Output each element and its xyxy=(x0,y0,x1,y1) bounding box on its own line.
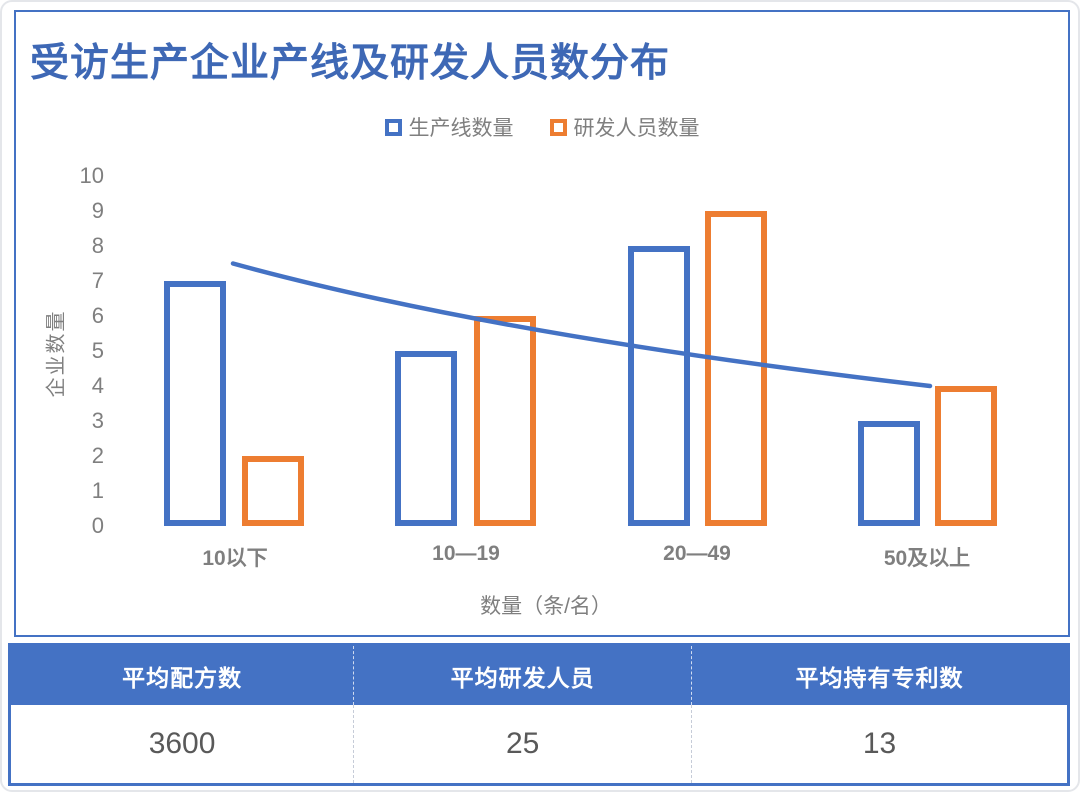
x-tick-label: 20—49 xyxy=(663,542,731,565)
y-tick-label: 0 xyxy=(91,513,104,538)
summary-table: 平均配方数 平均研发人员 平均持有专利数 3600 25 13 xyxy=(8,643,1070,786)
bar-rd-staff-50及以上 xyxy=(935,386,997,526)
legend-swatch-rd-staff-icon xyxy=(549,118,567,136)
x-tick-label: 50及以上 xyxy=(883,547,971,570)
y-tick-label: 7 xyxy=(91,268,104,293)
header-cell-avg-rd-staff: 平均研发人员 xyxy=(353,646,693,705)
legend-item-production-lines: 生产线数量 xyxy=(384,112,514,142)
plot-area: 企业数量 0 1 2 3 4 5 6 7 8 9 10 10以下 10—19 20—49 50及以上 数量… xyxy=(16,12,1068,635)
summary-table-value-row: 3600 25 13 xyxy=(11,705,1067,783)
value-cell-avg-patents: 13 xyxy=(862,727,897,760)
bar-production-lines-10—19 xyxy=(395,351,457,526)
x-tick-label: 10—19 xyxy=(432,542,500,565)
summary-table-header-row: 平均配方数 平均研发人员 平均持有专利数 xyxy=(11,646,1067,705)
legend-item-rd-staff: 研发人员数量 xyxy=(549,112,700,142)
header-cell-avg-formulas: 平均配方数 xyxy=(122,664,243,691)
legend: 生产线数量 研发人员数量 xyxy=(16,112,1068,142)
bar-rd-staff-10以下 xyxy=(242,456,304,526)
header-cell-avg-patents: 平均持有专利数 xyxy=(795,664,964,691)
value-cell-avg-formulas: 3600 xyxy=(148,727,216,760)
x-tick-label: 10以下 xyxy=(202,547,268,570)
y-tick-label: 9 xyxy=(91,198,104,223)
legend-label-production-lines: 生产线数量 xyxy=(408,117,514,140)
y-tick-label: 3 xyxy=(91,408,104,433)
y-tick-label: 1 xyxy=(91,478,104,503)
y-tick-label: 2 xyxy=(91,443,104,468)
y-tick-label: 8 xyxy=(91,233,104,258)
y-tick-label: 5 xyxy=(91,338,104,363)
y-tick-label: 4 xyxy=(91,373,104,398)
y-tick-label: 10 xyxy=(79,163,104,188)
legend-swatch-production-lines-icon xyxy=(384,118,402,136)
bar-rd-staff-20—49 xyxy=(705,211,767,526)
bar-production-lines-10以下 xyxy=(164,281,226,526)
y-tick-label: 6 xyxy=(91,303,104,328)
bar-production-lines-20—49 xyxy=(628,246,690,526)
legend-label-rd-staff: 研发人员数量 xyxy=(573,117,700,140)
bar-production-lines-50及以上 xyxy=(858,421,920,526)
chart-title: 受访生产企业产线及研发人员数分布 xyxy=(30,42,671,85)
x-axis-title: 数量（条/名） xyxy=(480,595,612,618)
value-cell-avg-rd-staff: 25 xyxy=(353,705,693,783)
bar-rd-staff-10—19 xyxy=(474,316,536,526)
